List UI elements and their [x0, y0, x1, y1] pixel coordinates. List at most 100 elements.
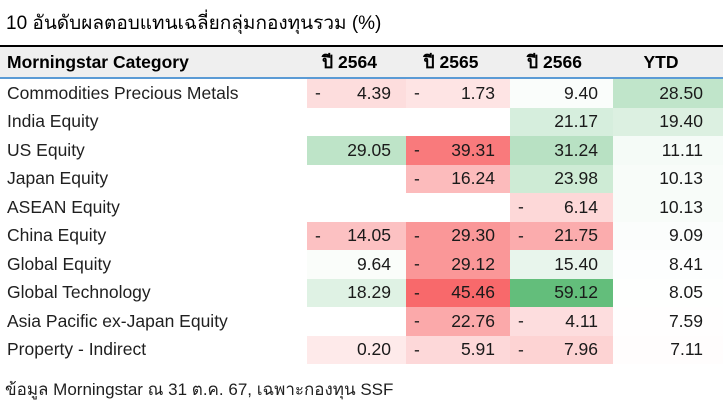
value-cell [307, 193, 406, 222]
value-cell: - 29.12 [406, 250, 510, 279]
value-cell: - 1.73 [406, 78, 510, 108]
value-cell: - 22.76 [406, 307, 510, 336]
category-cell: US Equity [7, 139, 85, 160]
value-text: 31.24 [554, 139, 598, 160]
column-header: ปี 2565 [406, 46, 510, 79]
value-cell: - 39.31 [406, 136, 510, 165]
value-text: 8.41 [668, 253, 703, 274]
value-text: 6.14 [563, 196, 598, 217]
value-text: 9.64 [356, 253, 391, 274]
value-cell [307, 307, 406, 336]
value-text: 22.76 [451, 310, 495, 331]
value-cell: 7.59 [613, 307, 723, 336]
value-cell: 31.24 [510, 136, 613, 165]
table-row: Property - Indirect 0.20 - 5.91 - 7.96 7.11 [0, 335, 723, 364]
table-row: Japan Equity - 16.24 23.98 10.13 [0, 164, 723, 194]
value-cell: 10.13 [613, 164, 723, 193]
category-cell: ASEAN Equity [7, 196, 120, 217]
table-row: China Equity - 14.05 - 29.30 - 21.75 9.09 [0, 221, 723, 250]
value-cell: - 16.24 [406, 164, 510, 193]
category-cell: India Equity [7, 111, 99, 132]
value-text: 18.29 [347, 282, 391, 303]
value-cell: 23.98 [510, 164, 613, 193]
category-cell: China Equity [7, 225, 107, 246]
minus-sign: - [315, 82, 321, 103]
value-cell [406, 193, 510, 222]
minus-sign: - [414, 282, 420, 303]
category-cell: Commodities Precious Metals [7, 82, 239, 103]
page-title: 10 อันดับผลตอบแทนเฉลี่ยกลุ่มกองทุนรวม (%… [6, 13, 382, 34]
returns-table: Morningstar Category ปี 2564 ปี 2565 ปี 256… [0, 45, 723, 364]
category-cell: Global Equity [7, 253, 112, 274]
category-cell: Asia Pacific ex-Japan Equity [7, 310, 228, 331]
value-text: 5.91 [460, 339, 495, 360]
value-cell: 9.40 [510, 78, 613, 108]
table-row: ASEAN Equity - 6.14 10.13 [0, 193, 723, 222]
value-text: 4.11 [565, 310, 598, 331]
value-text: 14.05 [347, 225, 391, 246]
value-text: 21.75 [554, 225, 598, 246]
minus-sign: - [518, 225, 524, 246]
value-text: 28.50 [659, 82, 703, 103]
column-header: ปี 2564 [307, 46, 406, 79]
table-row: Asia Pacific ex-Japan Equity - 22.76 - 4.11 7… [0, 307, 723, 336]
value-text: 23.98 [554, 168, 598, 189]
minus-sign: - [414, 225, 420, 246]
value-cell: 59.12 [510, 278, 613, 307]
value-cell: 9.09 [613, 221, 723, 250]
minus-sign: - [518, 196, 524, 217]
value-cell: - 7.96 [510, 335, 613, 364]
table-row: Global Equity 9.64 - 29.12 15.40 8.41 [0, 250, 723, 279]
value-text: 39.31 [451, 139, 495, 160]
minus-sign: - [414, 82, 420, 103]
value-text: 11.11 [661, 139, 703, 160]
value-cell: - 6.14 [510, 193, 613, 222]
value-text: 16.24 [451, 168, 495, 189]
column-header: ปี 2566 [510, 46, 613, 79]
minus-sign: - [414, 139, 420, 160]
table-row: Commodities Precious Metals - 4.39 - 1.73 9.4… [0, 78, 723, 108]
column-header: YTD [613, 46, 723, 79]
value-cell [307, 108, 406, 137]
table-row: US Equity 29.05 - 39.31 31.24 11.11 [0, 136, 723, 165]
value-text: 1.73 [460, 82, 495, 103]
value-cell: 21.17 [510, 107, 613, 136]
value-text: 9.09 [668, 225, 703, 246]
value-text: 8.05 [668, 282, 703, 303]
value-text: 19.40 [659, 111, 703, 132]
value-text: 15.40 [554, 253, 598, 274]
value-cell: 8.41 [613, 250, 723, 279]
value-text: 7.59 [668, 310, 703, 331]
value-cell [406, 108, 510, 137]
source-note: ข้อมูล Morningstar ณ 31 ต.ค. 67, เฉพาะกอ… [5, 380, 394, 399]
value-text: 4.39 [356, 82, 391, 103]
minus-sign: - [518, 339, 524, 360]
value-cell: - 21.75 [510, 221, 613, 250]
value-text: 7.11 [670, 339, 703, 360]
value-cell: - 29.30 [406, 221, 510, 250]
value-text: 0.20 [356, 339, 391, 360]
value-cell: 8.05 [613, 278, 723, 307]
value-cell: 10.13 [613, 193, 723, 222]
table-header-row: Morningstar Category ปี 2564 ปี 2565 ปี 256… [0, 46, 723, 79]
value-text: 29.30 [451, 225, 495, 246]
value-cell: 11.11 [613, 136, 723, 165]
minus-sign: - [414, 339, 420, 360]
value-cell: 9.64 [307, 250, 406, 279]
value-text: 45.46 [451, 282, 495, 303]
value-text: 21.17 [554, 111, 598, 132]
category-cell: Property - Indirect [7, 339, 147, 360]
minus-sign: - [518, 310, 524, 331]
value-cell: 28.50 [613, 78, 723, 108]
value-text: 59.12 [554, 282, 598, 303]
value-cell: - 4.11 [510, 307, 613, 336]
minus-sign: - [414, 168, 420, 189]
value-cell: 0.20 [307, 335, 406, 364]
minus-sign: - [414, 253, 420, 274]
value-cell [307, 165, 406, 194]
value-text: 9.40 [563, 82, 598, 103]
minus-sign: - [315, 225, 321, 246]
value-cell: 19.40 [613, 107, 723, 136]
value-cell: 29.05 [307, 136, 406, 165]
